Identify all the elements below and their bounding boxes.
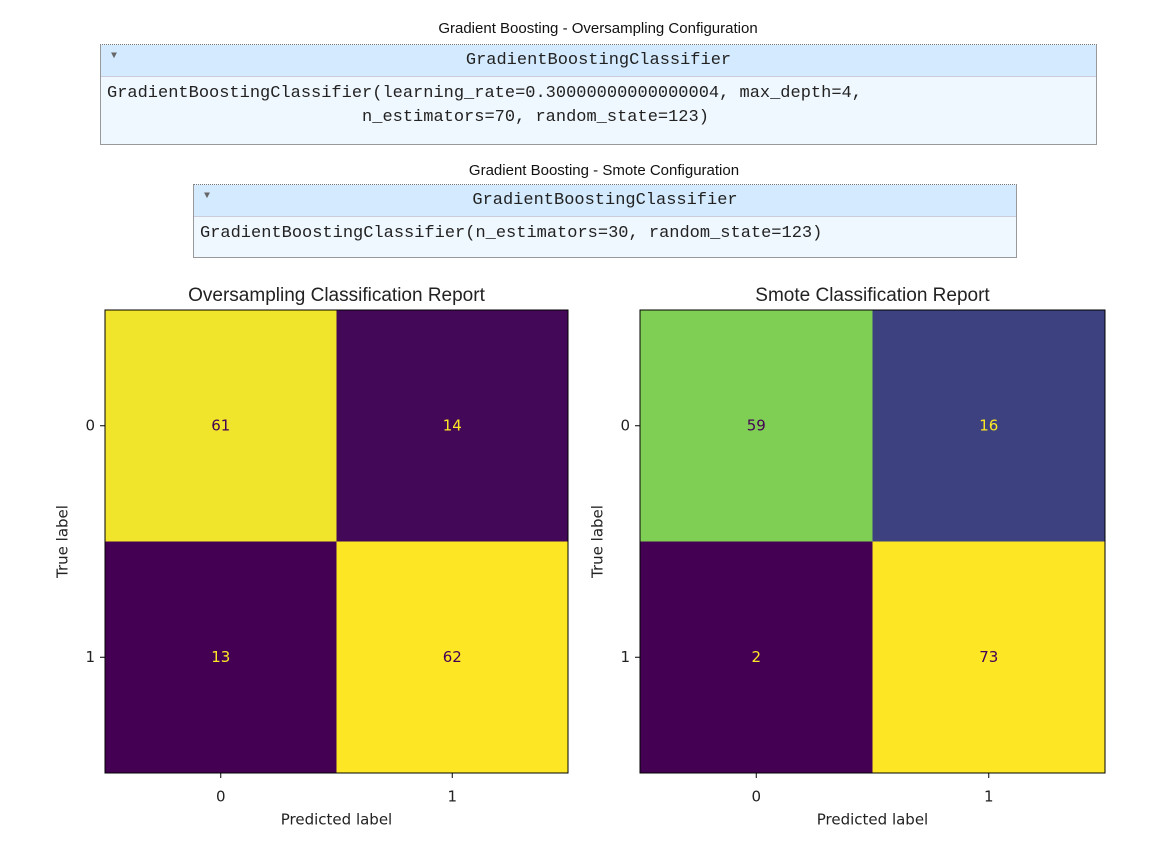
heatmap-cell [336,541,568,773]
estimator-box: ▼ GradientBoostingClassifier GradientBoos… [193,184,1017,258]
cell-label: 62 [443,648,462,666]
cell-label: 13 [211,648,230,666]
cell-label: 73 [979,648,998,666]
x-axis-label: Predicted label [281,811,392,829]
x-axis-label: Predicted label [817,811,928,829]
y-tick-label: 0 [85,416,95,434]
x-tick-label: 0 [216,788,226,806]
toggle-icon[interactable]: ▼ [204,191,211,202]
heatmap-cell [640,310,873,542]
estimator-title: Gradient Boosting - Oversampling Configu… [438,20,758,37]
estimator-name: GradientBoostingClassifier [472,191,738,210]
estimator-params: GradientBoostingClassifier(n_estimators=… [200,224,823,243]
cell-label: 16 [979,416,998,434]
heatmap-cell [105,541,337,773]
cell-label: 59 [747,416,766,434]
chart-title: Oversampling Classification Report [188,285,485,306]
y-axis-label: True label [54,505,72,579]
heatmap-cell [872,310,1105,542]
estimator-title: Gradient Boosting - Smote Configuration [468,162,740,179]
x-tick-label: 1 [984,788,994,806]
y-tick-label: 0 [620,416,630,434]
y-tick-label: 1 [85,648,95,666]
heatmap-cell [336,310,568,542]
estimator-box: ▼ GradientBoostingClassifier GradientBoos… [100,44,1097,145]
heatmap-cell [105,310,337,542]
cell-label: 14 [443,416,462,434]
y-axis-label: True label [589,505,607,579]
heatmap-cell [872,541,1105,773]
plot-frame [639,309,1106,774]
estimator-header[interactable]: ▼ GradientBoostingClassifier [101,45,1096,77]
estimator-header[interactable]: ▼ GradientBoostingClassifier [194,185,1016,217]
heatmap-cell [640,541,873,773]
cell-label: 61 [211,416,230,434]
estimator-params: GradientBoostingClassifier(learning_rate… [107,84,862,127]
toggle-icon[interactable]: ▼ [111,51,118,62]
estimator-name: GradientBoostingClassifier [465,51,732,70]
x-tick-label: 1 [447,788,457,806]
chart-title: Smote Classification Report [755,285,990,306]
cell-label: 2 [751,648,761,666]
x-tick-label: 0 [751,788,761,806]
plot-frame [104,309,569,774]
y-tick-label: 1 [620,648,630,666]
